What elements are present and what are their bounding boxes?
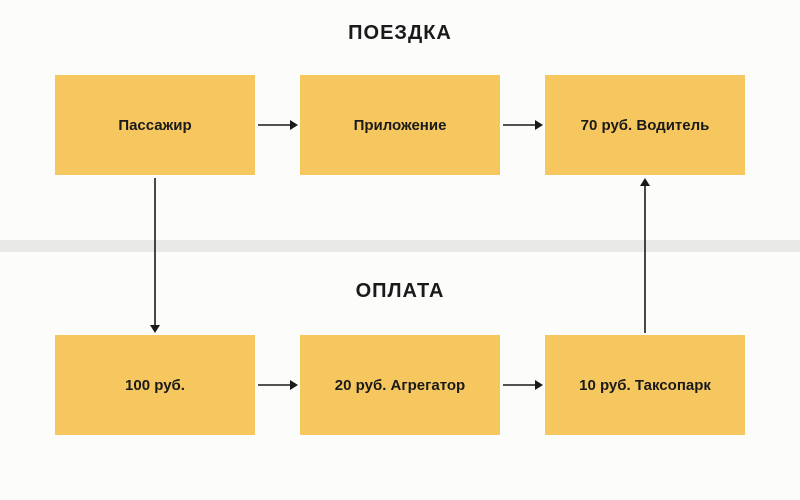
arrow-taxipark-to-driver xyxy=(639,178,651,333)
node-driver: 70 руб. Водитель xyxy=(545,75,745,175)
node-label: Приложение xyxy=(354,117,447,134)
section-title-top: ПОЕЗДКА xyxy=(0,22,800,45)
node-label: Пассажир xyxy=(118,117,191,134)
arrow-aggregator-to-taxipark xyxy=(503,379,543,391)
arrow-passenger-to-app xyxy=(258,119,298,131)
section-divider xyxy=(0,240,800,252)
node-label: 10 руб. Таксопарк xyxy=(579,377,711,394)
section-title-bottom: ОПЛАТА xyxy=(0,280,800,303)
node-taxipark: 10 руб. Таксопарк xyxy=(545,335,745,435)
node-amount: 100 руб. xyxy=(55,335,255,435)
node-label: 100 руб. xyxy=(125,377,185,394)
node-label: 20 руб. Агрегатор xyxy=(335,377,465,394)
arrow-app-to-driver xyxy=(503,119,543,131)
arrow-amount-to-aggregator xyxy=(258,379,298,391)
arrow-passenger-to-amount xyxy=(149,178,161,333)
node-passenger: Пассажир xyxy=(55,75,255,175)
node-aggregator: 20 руб. Агрегатор xyxy=(300,335,500,435)
node-app: Приложение xyxy=(300,75,500,175)
node-label: 70 руб. Водитель xyxy=(581,117,710,134)
